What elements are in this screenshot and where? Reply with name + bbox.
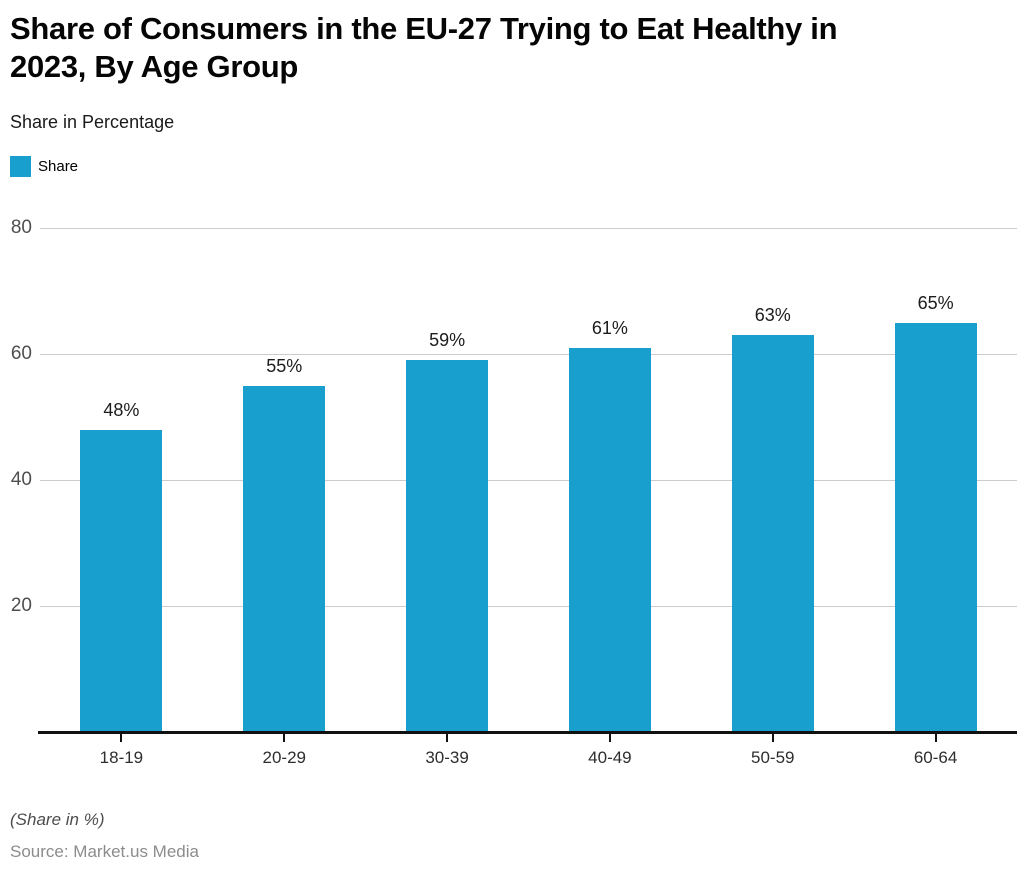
bar-30-39 (406, 360, 489, 732)
bar-value-label: 55% (266, 355, 303, 376)
y-axis-tick-label: 40 (10, 469, 32, 490)
bar-value-label: 48% (103, 399, 140, 420)
x-axis-tick-label: 30-39 (425, 748, 469, 767)
y-axis-tick-label: 80 (10, 217, 32, 238)
x-axis-tick-label: 60-64 (913, 748, 958, 767)
y-axis-tick-label: 20 (10, 595, 32, 616)
x-axis-line (38, 731, 1017, 734)
chart-footnote: (Share in %) (10, 810, 105, 829)
bar-value-label: 63% (754, 305, 791, 326)
bar-20-29 (243, 385, 326, 732)
x-axis-tick-label: 18-19 (99, 748, 144, 767)
bar-40-49 (568, 347, 651, 732)
gridline-y-60 (40, 353, 1017, 355)
bar-18-19 (80, 429, 163, 732)
gridline-y-20 (40, 605, 1017, 607)
gridline-y-80 (40, 227, 1017, 229)
x-axis-tick (608, 733, 611, 742)
x-axis-tick-label: 20-29 (262, 748, 306, 767)
chart-source: Source: Market.us Media (10, 842, 199, 861)
legend-label: Share (38, 158, 79, 175)
x-axis-tick-label: 50-59 (751, 748, 795, 767)
chart-title-line-1: Share of Consumers in the EU-27 Trying t… (10, 11, 838, 46)
bar-value-label: 61% (591, 317, 628, 338)
plot-area: 20 40 60 80 48% 18-19 55% 20-29 59% 30-39 61% 40-49… (11, 218, 1017, 767)
chart-title: Share of Consumers in the EU-27 Trying t… (10, 10, 838, 86)
gridline-y-40 (40, 479, 1017, 481)
bar-value-label: 65% (917, 292, 954, 313)
bar-50-59 (731, 335, 814, 732)
x-axis-tick (446, 733, 449, 742)
legend-swatch-icon (10, 156, 31, 177)
chart-subtitle: Share in Percentage (10, 112, 175, 132)
y-axis-tick-label: 60 (10, 343, 32, 364)
chart-title-line-2: 2023, By Age Group (10, 49, 299, 84)
x-axis-tick-label: 40-49 (588, 748, 632, 767)
x-axis-tick (771, 733, 774, 742)
bar-value-label: 59% (429, 330, 466, 351)
bar-60-64 (894, 322, 977, 732)
legend: Share (10, 156, 78, 177)
x-axis-tick (283, 733, 286, 742)
x-axis-tick (120, 733, 123, 742)
x-axis-tick (934, 733, 937, 742)
